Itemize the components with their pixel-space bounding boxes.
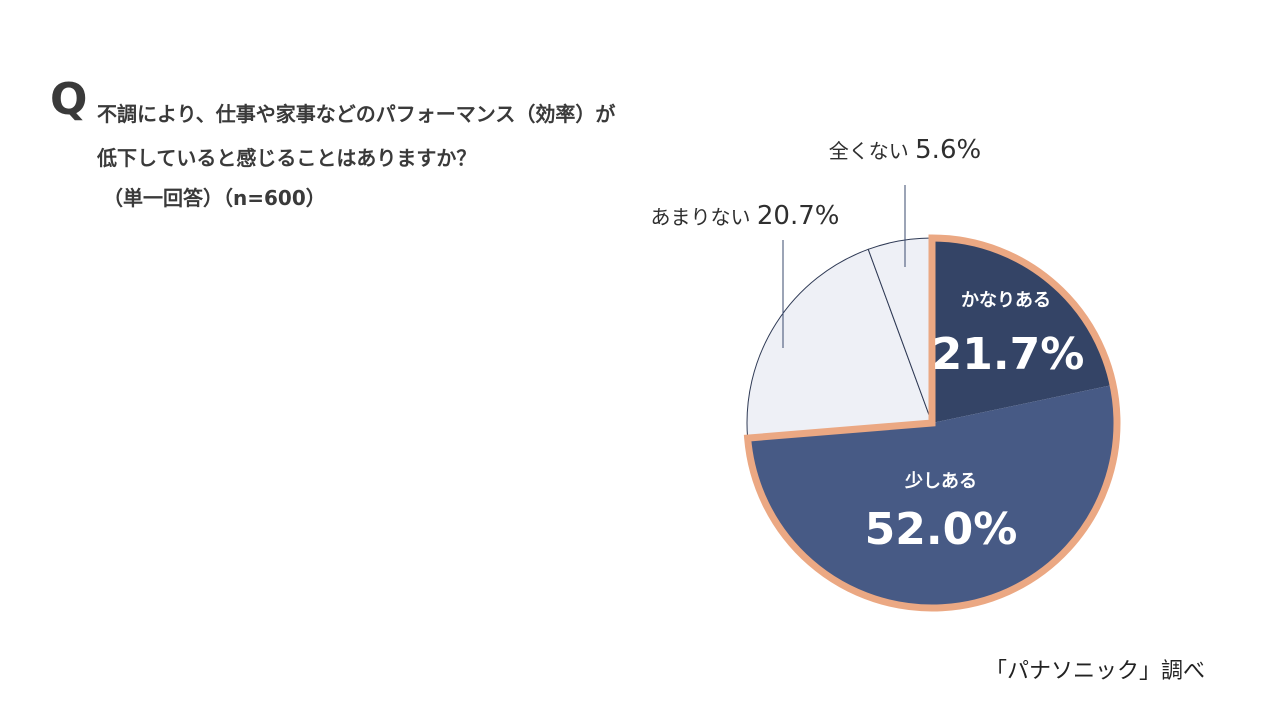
slice-category-label: かなりある	[961, 290, 1051, 311]
source-note: 「パナソニック」調べ	[985, 659, 1206, 684]
leader-lines	[782, 185, 906, 348]
slice-labels: かなりある 21.7% 少しある 52.0% あまりない 20.7% 全くない 5.6%	[651, 135, 1085, 555]
slice-value-label: 20.7%	[757, 201, 840, 231]
highlight-outline	[743, 234, 1121, 612]
slice-outside-label: 全くない 5.6%	[829, 135, 981, 165]
slice-value-label: 52.0%	[865, 504, 1018, 555]
slice-value-label: 21.7%	[932, 329, 1085, 380]
slice-value-label: 5.6%	[915, 135, 981, 165]
pie-slice-2	[747, 384, 1118, 609]
pie-slice-3	[746, 248, 933, 439]
slice-category-label: 少しある	[904, 471, 977, 492]
question-line-2: 低下していると感じることはありますか？	[97, 146, 477, 170]
slice-category-label: あまりない	[651, 205, 757, 229]
slice-outside-label: あまりない 20.7%	[651, 201, 840, 231]
pie-slice-1	[932, 238, 1114, 423]
highlight-border	[743, 234, 1121, 612]
question-line-1: 不調により、仕事や家事などのパフォーマンス（効率）が	[97, 102, 616, 126]
question-line-3: （単一回答）（n=600）	[103, 186, 326, 210]
slice-category-label: 全くない	[829, 139, 915, 163]
pie-slices	[746, 237, 1118, 609]
question-mark-q: Q	[50, 74, 88, 125]
